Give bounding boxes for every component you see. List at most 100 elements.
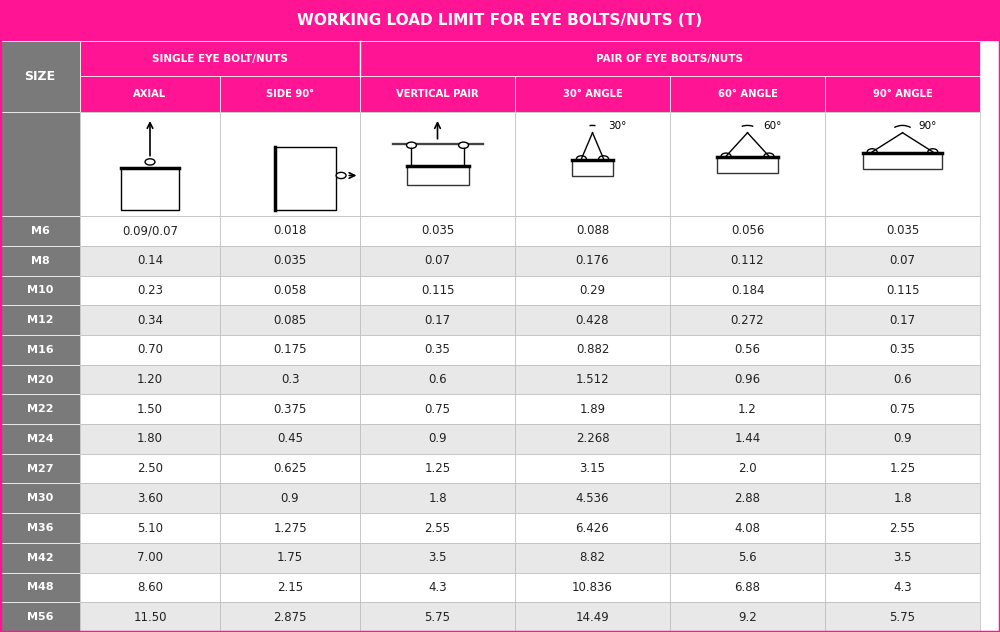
Text: 5.75: 5.75 (425, 611, 451, 624)
Text: 30°: 30° (608, 121, 627, 131)
Bar (360, 483, 515, 513)
Text: 0.058: 0.058 (273, 284, 307, 297)
Text: 0.625: 0.625 (273, 462, 307, 475)
Circle shape (764, 153, 774, 159)
Bar (825, 543, 980, 573)
Text: M24: M24 (27, 434, 53, 444)
Text: 1.8: 1.8 (428, 492, 447, 505)
Bar (0, 276, 80, 305)
Text: 1.80: 1.80 (137, 432, 163, 446)
Bar (0, 543, 80, 573)
Bar (825, 513, 980, 543)
Bar (515, 424, 670, 454)
Bar (515, 513, 670, 543)
Circle shape (576, 155, 586, 162)
Bar (825, 305, 980, 335)
Text: 0.375: 0.375 (273, 403, 307, 416)
Text: 0.07: 0.07 (890, 254, 916, 267)
Bar (670, 513, 825, 543)
Text: 0.175: 0.175 (273, 343, 307, 356)
Circle shape (336, 173, 346, 179)
Bar (515, 305, 670, 335)
Text: 4.08: 4.08 (734, 521, 761, 535)
Bar (515, 216, 670, 246)
Bar (220, 513, 360, 543)
Bar (220, 112, 360, 216)
Text: 2.50: 2.50 (137, 462, 163, 475)
Bar (80, 305, 220, 335)
Text: 0.34: 0.34 (137, 313, 163, 327)
Text: PAIR OF EYE BOLTS/NUTS: PAIR OF EYE BOLTS/NUTS (596, 54, 744, 64)
Bar (80, 246, 220, 276)
Bar (220, 454, 360, 483)
Text: 0.115: 0.115 (421, 284, 454, 297)
Bar (825, 602, 980, 632)
Text: 4.536: 4.536 (576, 492, 609, 505)
Text: AXIAL: AXIAL (133, 89, 167, 99)
Bar (0, 424, 80, 454)
Text: 90° ANGLE: 90° ANGLE (873, 89, 932, 99)
Text: 0.35: 0.35 (890, 343, 915, 356)
Bar (80, 483, 220, 513)
Bar (717, 157, 778, 173)
Text: 2.55: 2.55 (425, 521, 451, 535)
Text: 0.9: 0.9 (428, 432, 447, 446)
Text: 0.56: 0.56 (734, 343, 761, 356)
Bar (825, 454, 980, 483)
Bar (220, 483, 360, 513)
Text: M6: M6 (31, 226, 49, 236)
Text: 8.82: 8.82 (580, 551, 606, 564)
Text: 0.176: 0.176 (576, 254, 609, 267)
Text: 10.836: 10.836 (572, 581, 613, 594)
Bar (825, 573, 980, 602)
Bar (80, 276, 220, 305)
Text: 9.2: 9.2 (738, 611, 757, 624)
Bar (360, 112, 515, 216)
Text: M16: M16 (27, 345, 53, 355)
Bar (825, 216, 980, 246)
Text: 0.035: 0.035 (273, 254, 307, 267)
Text: 1.25: 1.25 (424, 462, 451, 475)
Text: 1.512: 1.512 (576, 373, 609, 386)
Text: 1.75: 1.75 (277, 551, 303, 564)
Text: 2.15: 2.15 (277, 581, 303, 594)
Text: M8: M8 (31, 256, 49, 265)
Bar (670, 76, 825, 112)
Bar (670, 454, 825, 483)
Text: M48: M48 (27, 583, 53, 592)
Bar (572, 160, 613, 176)
Text: 8.60: 8.60 (137, 581, 163, 594)
Bar (670, 305, 825, 335)
Text: 0.3: 0.3 (281, 373, 299, 386)
Bar (80, 543, 220, 573)
Circle shape (721, 153, 731, 159)
Text: 2.0: 2.0 (738, 462, 757, 475)
Bar (220, 394, 360, 424)
Bar (220, 602, 360, 632)
Bar (360, 573, 515, 602)
Bar (220, 276, 360, 305)
Bar (0, 573, 80, 602)
Bar (80, 394, 220, 424)
Text: WORKING LOAD LIMIT FOR EYE BOLTS/NUTS (T): WORKING LOAD LIMIT FOR EYE BOLTS/NUTS (T… (297, 13, 703, 28)
Text: M27: M27 (27, 464, 53, 473)
Text: 0.45: 0.45 (277, 432, 303, 446)
Bar (391, 142, 484, 145)
Bar (825, 335, 980, 365)
Text: 1.89: 1.89 (579, 403, 606, 416)
Bar (360, 394, 515, 424)
Text: 0.056: 0.056 (731, 224, 764, 238)
Bar (0, 305, 80, 335)
Text: 0.018: 0.018 (273, 224, 307, 238)
Text: 0.07: 0.07 (425, 254, 451, 267)
Text: 1.2: 1.2 (738, 403, 757, 416)
Text: SINGLE EYE BOLT/NUTS: SINGLE EYE BOLT/NUTS (152, 54, 288, 64)
Text: 2.55: 2.55 (890, 521, 916, 535)
Bar (670, 216, 825, 246)
Bar (670, 112, 825, 216)
Bar (825, 424, 980, 454)
Text: SIZE: SIZE (24, 70, 56, 83)
Bar (80, 335, 220, 365)
Bar (80, 454, 220, 483)
Bar (0, 483, 80, 513)
